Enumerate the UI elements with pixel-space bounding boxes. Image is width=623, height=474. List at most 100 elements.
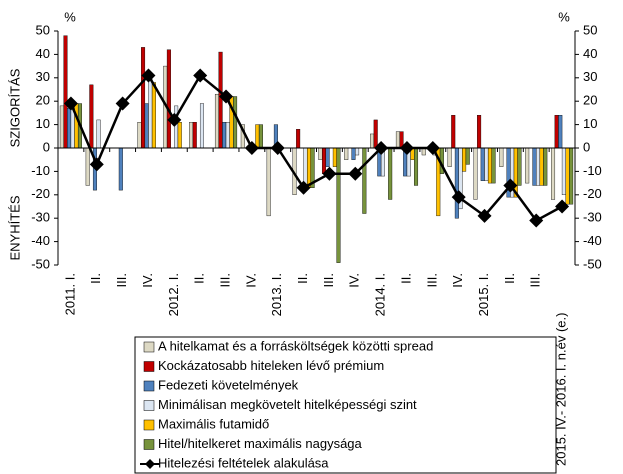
y-tick-label: -40: [31, 233, 50, 248]
x-tick-label: IV.: [450, 273, 465, 288]
y2-tick-label: -30: [583, 210, 602, 225]
bar: [565, 147, 570, 205]
bar: [561, 147, 566, 195]
legend-swatch: [143, 439, 155, 450]
bar: [218, 51, 223, 149]
y-tick-label: -30: [31, 210, 50, 225]
y2-tick-label: -10: [583, 163, 602, 178]
y2-tick-label: -20: [583, 186, 602, 201]
bar: [532, 147, 537, 186]
y-tick-label: -10: [31, 163, 50, 178]
y2-tick-label: -50: [583, 256, 602, 271]
bar: [351, 147, 356, 160]
y-tick-label: 10: [36, 116, 50, 131]
bar: [477, 115, 482, 149]
y-unit: %: [64, 9, 76, 24]
bar: [148, 77, 153, 149]
bar: [222, 122, 227, 149]
bar: [558, 115, 563, 149]
x-tick-label: IV.: [243, 273, 258, 288]
y2-tick-label: -40: [583, 233, 602, 248]
legend-swatch: [143, 380, 155, 392]
bar: [166, 49, 171, 149]
x-tick-label: II.: [192, 273, 207, 284]
bar: [332, 147, 337, 167]
bar: [137, 122, 142, 149]
bar: [151, 82, 156, 149]
bar: [454, 147, 459, 219]
x-tick-label: II.: [398, 273, 413, 284]
bar: [487, 147, 492, 184]
x-tick-label: III.: [321, 273, 336, 287]
y2-unit: %: [558, 9, 570, 24]
legend-swatch: [143, 341, 155, 353]
y-tick-label: 20: [36, 93, 50, 108]
bar: [336, 147, 341, 263]
bar: [85, 147, 90, 186]
bar: [447, 147, 452, 167]
x-tick-label: IV.: [140, 273, 155, 288]
x-tick-label: 2013. I.: [269, 273, 284, 316]
marker: [451, 190, 466, 205]
bar: [355, 147, 360, 156]
legend-swatch: [143, 361, 155, 372]
x-tick-label: III.: [424, 273, 439, 287]
bar: [543, 147, 548, 186]
legend-label: Maximális futamidő: [158, 416, 269, 431]
y2-tick-label: 40: [583, 46, 597, 61]
bar: [539, 147, 544, 186]
legend-label: Kockázatosabb hiteleken lévő prémium: [158, 358, 384, 373]
y2-tick-label: 20: [583, 93, 597, 108]
y-tick-label: 30: [36, 69, 50, 84]
legend-label: Minimálisan megkövetelt hitelképességi s…: [158, 397, 417, 412]
bar: [306, 147, 312, 188]
bar: [569, 147, 574, 205]
bar: [118, 147, 123, 191]
marker: [141, 68, 156, 83]
bar: [318, 147, 323, 160]
bar: [233, 96, 238, 149]
bar: [59, 105, 64, 149]
x-tick-label: III.: [217, 273, 232, 287]
legend-label: A hitelkamat és a forrásköltségek között…: [158, 338, 433, 353]
y-tick-label: 0: [43, 139, 50, 154]
bar: [189, 122, 194, 149]
bar: [96, 119, 101, 149]
y-tick-label: -20: [31, 186, 50, 201]
y2-tick-label: 10: [583, 116, 597, 131]
marker: [477, 208, 492, 223]
bar: [141, 47, 146, 149]
legend-swatch: [143, 400, 155, 411]
y2-tick-label: 50: [583, 22, 597, 37]
x-tick-label: 2012. I.: [166, 273, 181, 316]
x-tick-label: 2014. I.: [373, 273, 388, 316]
bar: [63, 35, 68, 149]
bar: [465, 147, 470, 165]
legend-label: Hitel/hitelkeret maximális nagysága: [158, 436, 363, 451]
bar: [344, 147, 349, 160]
legend-box: [134, 336, 557, 474]
bar: [499, 147, 504, 167]
marker: [115, 96, 130, 111]
bar: [525, 147, 530, 184]
marker: [322, 166, 337, 181]
marker: [270, 141, 285, 155]
bar: [321, 147, 327, 174]
bar: [517, 147, 522, 186]
marker: [193, 68, 208, 83]
bar: [177, 122, 182, 149]
bar: [255, 124, 260, 149]
bar: [388, 147, 393, 200]
x-tick-label: 2015. IV.- 2016. I. n.év (e.): [554, 313, 569, 466]
marker: [89, 157, 104, 172]
bar: [362, 147, 367, 214]
bar: [89, 84, 94, 149]
marker: [296, 180, 311, 195]
marker: [374, 141, 389, 155]
bar: [325, 147, 330, 167]
y-label-top: SZIGORÍTÁS: [7, 68, 22, 147]
bar: [214, 93, 219, 149]
bar: [370, 133, 375, 149]
y-tick-label: 40: [36, 46, 50, 61]
